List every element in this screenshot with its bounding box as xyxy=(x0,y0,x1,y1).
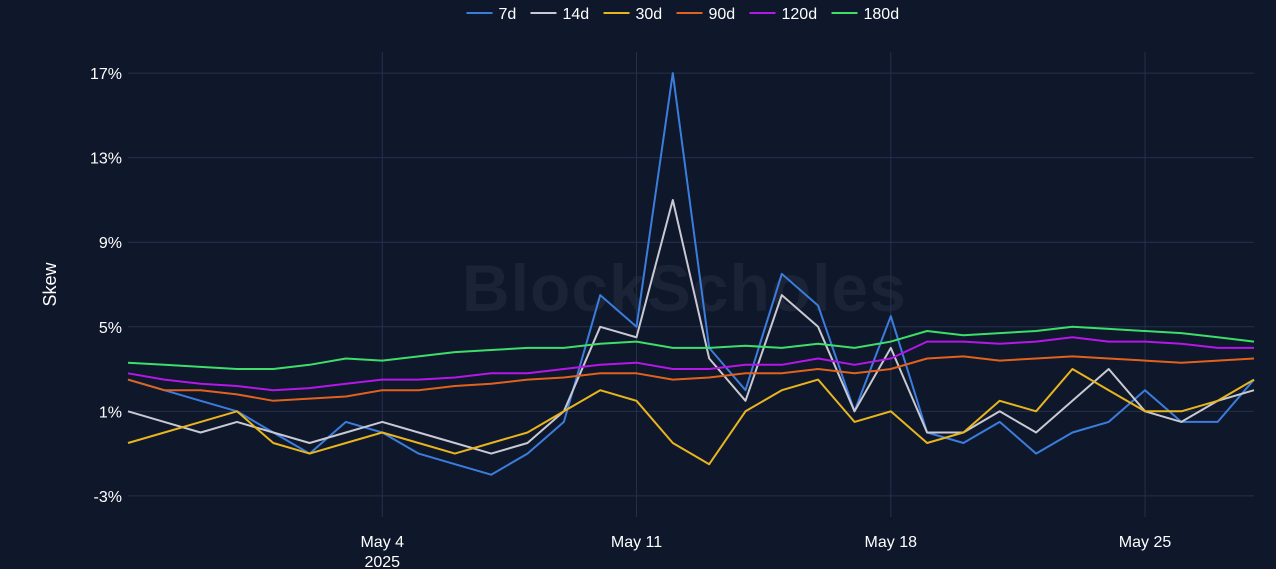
x-tick-label: May 18 xyxy=(865,534,918,551)
x-tick-label: May 25 xyxy=(1119,534,1172,551)
series-line-120d xyxy=(127,336,1254,392)
series-line-90d xyxy=(127,355,1255,402)
y-tick-label: 13% xyxy=(90,151,122,168)
legend-label-7d: 7d xyxy=(499,6,517,23)
legend-label-14d: 14d xyxy=(563,6,590,23)
x-tick-label: May 4 xyxy=(360,534,404,551)
y-tick-label: -3% xyxy=(94,489,122,506)
series-line-14d xyxy=(127,199,1255,455)
y-axis-title: Skew xyxy=(40,261,60,306)
legend-label-120d: 120d xyxy=(782,6,818,23)
legend-label-90d: 90d xyxy=(709,6,736,23)
series-line-180d xyxy=(127,325,1255,370)
y-tick-label: 17% xyxy=(90,66,122,83)
legend-label-180d: 180d xyxy=(864,6,900,23)
y-tick-label: 1% xyxy=(99,404,122,421)
y-tick-label: 5% xyxy=(99,320,122,337)
x-tick-year-label: 2025 xyxy=(364,554,400,569)
y-tick-label: 9% xyxy=(99,235,122,252)
series-line-30d xyxy=(127,368,1255,466)
legend-label-30d: 30d xyxy=(636,6,663,23)
x-tick-label: May 11 xyxy=(611,534,662,551)
series-line-7d xyxy=(127,72,1255,476)
